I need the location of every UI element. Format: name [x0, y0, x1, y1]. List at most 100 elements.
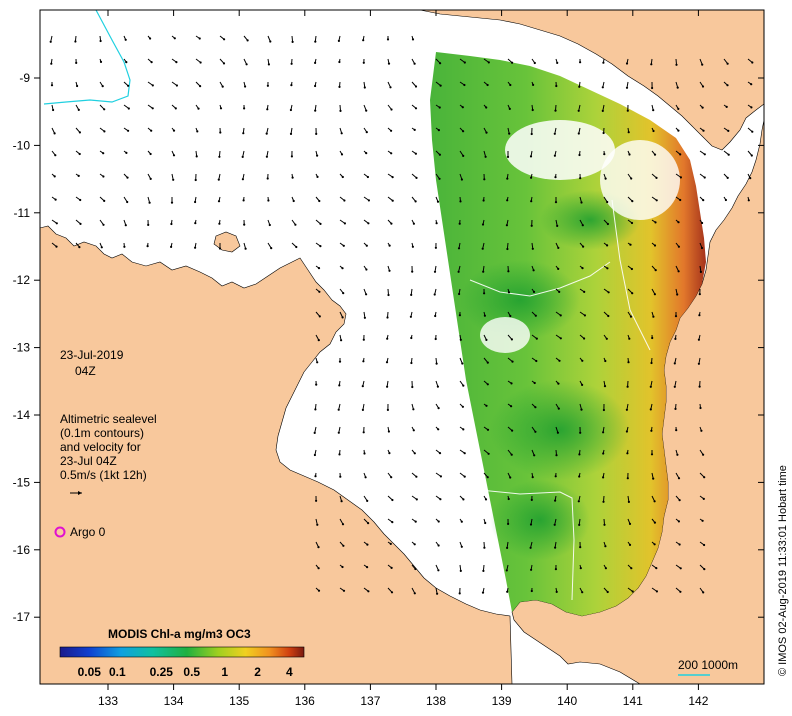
velocity-arrow-head [482, 270, 485, 273]
velocity-arrow-head [651, 86, 654, 90]
velocity-arrow-head [150, 129, 153, 132]
velocity-arrow-head [484, 155, 487, 158]
chl-patch [460, 260, 580, 340]
legend-line: (0.1m contours) [60, 426, 145, 440]
velocity-arrow-head [578, 475, 581, 478]
land-west [39, 225, 513, 685]
lat-tick-label: -13 [13, 341, 31, 355]
lat-tick-label: -17 [13, 610, 31, 624]
velocity-arrow-head [341, 565, 344, 569]
velocity-arrow-head [362, 39, 365, 42]
velocity-arrow-head [534, 314, 537, 317]
velocity-arrow-head [411, 38, 415, 41]
velocity-arrow-head [414, 107, 418, 110]
velocity-arrow-head [481, 247, 484, 250]
velocity-arrow-head [627, 131, 630, 134]
velocity-arrow-head [463, 83, 466, 87]
colorbar-ticks: 0.05 0.1 0.25 0.5 1 2 4 [78, 665, 293, 679]
velocity-arrow-head [434, 314, 437, 318]
velocity-arrow-head [697, 338, 701, 341]
velocity-arrow-head [650, 63, 653, 66]
velocity-arrow-head [677, 477, 681, 480]
velocity-arrow-head [340, 132, 343, 135]
velocity-arrow-head [127, 107, 130, 110]
velocity-arrow-head [413, 452, 416, 455]
lat-tick-label: -12 [13, 273, 31, 287]
velocity-arrow-head [315, 132, 318, 135]
velocity-arrow-head [679, 176, 683, 179]
colorbar-tick-label: 2 [254, 665, 261, 679]
velocity-arrow-head [530, 498, 533, 501]
colorbar-tick-label: 4 [286, 665, 293, 679]
velocity-arrow-head [199, 61, 202, 64]
velocity-arrow-head [556, 431, 560, 434]
colorbar-tick-label: 0.5 [183, 665, 200, 679]
velocity-arrow-head [50, 84, 54, 87]
lat-tick-label: -14 [13, 408, 31, 422]
velocity-arrow-head [433, 270, 437, 273]
velocity-arrow-head [170, 201, 174, 204]
velocity-arrow-head [415, 498, 418, 501]
velocity-arrow-head [679, 153, 682, 156]
velocity-arrow-head [602, 452, 605, 455]
velocity-arrow-head [558, 359, 561, 362]
velocity-arrow-head [702, 497, 705, 500]
sealevel-contour [611, 199, 651, 351]
velocity-arrow-head [435, 362, 438, 365]
velocity-arrow-head [625, 430, 629, 433]
velocity-arrow-head [580, 201, 583, 204]
velocity-arrow-head [413, 543, 416, 546]
velocity-arrow-head [510, 382, 513, 385]
velocity-arrow-head [557, 246, 560, 249]
velocity-arrow-head [606, 267, 609, 270]
velocity-arrow-head [507, 291, 511, 294]
velocity-arrow-head [510, 405, 513, 408]
velocity-arrow-head [265, 155, 268, 158]
velocity-arrow-head [531, 247, 534, 250]
velocity-arrow-head [124, 224, 127, 227]
velocity-arrow-head [747, 199, 750, 202]
chl-patch [490, 480, 590, 560]
velocity-arrow-head [458, 222, 461, 225]
velocity-arrow-head [509, 314, 512, 318]
velocity-arrow-head [530, 568, 533, 571]
velocity-arrow-head [460, 545, 463, 548]
velocity-arrow-head [409, 315, 412, 318]
velocity-arrow-head [486, 83, 489, 87]
lon-tick-label: 138 [426, 694, 446, 708]
cloud-gap [600, 140, 680, 220]
velocity-arrow-head [674, 315, 678, 318]
velocity-arrow-head [125, 151, 128, 154]
velocity-arrow-head [582, 245, 585, 248]
velocity-arrow-head [627, 361, 630, 364]
velocity-arrow-head [650, 453, 654, 456]
velocity-arrow-head [579, 61, 582, 64]
velocity-arrow-head [367, 199, 370, 202]
velocity-arrow-head [557, 407, 560, 410]
velocity-arrow-head [341, 175, 344, 179]
velocity-arrow-head [267, 199, 270, 202]
velocity-arrow-head [437, 407, 440, 410]
velocity-arrow-head [127, 84, 130, 87]
velocity-arrow-head [55, 222, 58, 225]
velocity-arrow-head [481, 591, 485, 594]
velocity-arrow-head [726, 84, 729, 87]
velocity-arrow-head [124, 38, 127, 41]
velocity-arrow-head [316, 175, 319, 178]
velocity-arrow-head [630, 221, 634, 225]
velocity-arrow-head [242, 199, 245, 202]
velocity-arrow-head [703, 543, 706, 547]
velocity-arrow-head [652, 315, 655, 318]
velocity-arrow-head [631, 590, 634, 593]
velocity-arrow-head [365, 152, 368, 155]
velocity-arrow-head [195, 155, 198, 158]
velocity-arrow-head [507, 270, 510, 273]
colorbar-tick-label: 0.1 [109, 665, 126, 679]
velocity-arrow-head [652, 129, 655, 133]
velocity-arrow-head [318, 199, 321, 203]
velocity-arrow-head [653, 521, 657, 524]
velocity-arrow-head [194, 246, 197, 249]
velocity-arrow-head [554, 546, 557, 549]
lon-tick-label: 139 [492, 694, 512, 708]
velocity-arrow-head [697, 362, 701, 365]
